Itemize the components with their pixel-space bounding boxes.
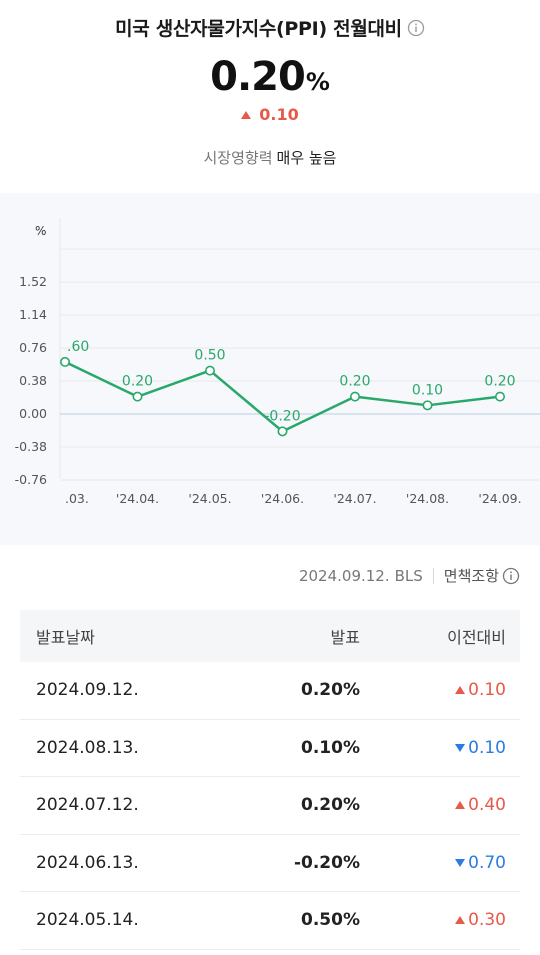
current-value-number: 0.20 xyxy=(210,54,306,100)
chart-grid xyxy=(59,218,540,481)
data-point xyxy=(349,391,360,402)
page-title: 미국 생산자물가지수(PPI) 전월대비 xyxy=(115,18,402,40)
impact-label: 시장영향력 xyxy=(203,149,273,167)
header-date: 발표날짜 xyxy=(36,628,95,647)
actual-value-cell: 0.20% xyxy=(301,680,360,701)
data-label: 0.20 xyxy=(339,374,370,390)
data-point xyxy=(422,400,433,411)
data-point xyxy=(132,391,143,402)
current-value-unit: % xyxy=(305,68,330,96)
table-row: 2024.05.14. 0.50% 0.30 xyxy=(20,892,520,950)
release-history-table: 발표날짜 발표 이전대비 2024.09.12. 0.20% 0.10 2024.08… xyxy=(20,610,520,950)
x-tick-label: '24.07. xyxy=(333,491,376,506)
table-row: 2024.09.12. 0.20% 0.10 xyxy=(20,662,520,720)
change-row: 0.10 xyxy=(0,105,540,124)
y-tick-label: 0.76 xyxy=(19,340,47,355)
series-points xyxy=(59,356,505,437)
change-value: 0.10 xyxy=(259,105,299,124)
data-labels: .60 0.20 0.50 -0.20 0.20 0.10 0.20 xyxy=(67,339,516,424)
x-tick-label: '24.05. xyxy=(188,491,231,506)
triangle-up-icon xyxy=(455,801,466,810)
x-tick-label: '24.06. xyxy=(261,491,304,506)
y-tick-label: -0.38 xyxy=(15,439,47,454)
x-tick-label: '24.04. xyxy=(116,491,159,506)
y-tick-label: 1.14 xyxy=(19,307,47,322)
market-impact: 시장영향력 매우 높음 xyxy=(0,147,540,168)
change-value: 0.10 xyxy=(468,680,506,701)
source-agency: BLS xyxy=(394,566,423,585)
release-date-cell: 2024.06.13. xyxy=(36,852,139,873)
triangle-up-icon xyxy=(455,916,466,925)
source-row: 2024.09.12. BLS 면책조항 xyxy=(299,565,520,586)
x-tick-label: '24.08. xyxy=(406,491,449,506)
change-value: 0.40 xyxy=(468,795,506,816)
y-tick-label: 0.38 xyxy=(19,373,47,388)
change-value: 0.10 xyxy=(468,737,506,758)
release-date-cell: 2024.09.12. xyxy=(36,680,139,701)
triangle-up-icon xyxy=(241,110,252,119)
chart-area: % 1.52 1.14 0.76 0.38 0.00 -0.38 -0.76 .03. '24… xyxy=(0,193,540,545)
info-icon[interactable] xyxy=(502,567,520,585)
actual-value-cell: -0.20% xyxy=(293,852,360,873)
data-point xyxy=(277,426,288,437)
release-date-cell: 2024.07.12. xyxy=(36,795,139,816)
data-point xyxy=(494,391,505,402)
triangle-up-icon xyxy=(455,686,466,695)
release-date: 2024.09.12. xyxy=(298,566,390,585)
header-change: 이전대비 xyxy=(447,628,506,647)
data-label: .60 xyxy=(67,339,89,355)
line-chart: % 1.52 1.14 0.76 0.38 0.00 -0.38 -0.76 .03. '24… xyxy=(15,218,540,506)
divider xyxy=(432,567,434,584)
info-icon[interactable] xyxy=(407,19,425,37)
data-label: 0.10 xyxy=(412,382,443,398)
actual-value-cell: 0.10% xyxy=(301,737,360,758)
y-tick-label: 0.00 xyxy=(19,406,47,421)
x-axis-ticks: .03. '24.04. '24.05. '24.06. '24.07. '24.08. '… xyxy=(65,491,522,506)
indicator-header: 미국 생산자물가지수(PPI) 전월대비 0.20% 0.10 시장영향력 매우 … xyxy=(0,0,540,190)
title-row: 미국 생산자물가지수(PPI) 전월대비 xyxy=(0,14,540,41)
x-tick-label: .03. xyxy=(65,491,89,506)
data-label: 0.20 xyxy=(484,374,515,390)
change-cell: 0.10 xyxy=(360,680,520,700)
triangle-down-icon xyxy=(455,858,466,867)
table-row: 2024.07.12. 0.20% 0.40 xyxy=(20,777,520,835)
actual-value-cell: 0.20% xyxy=(301,795,360,816)
table-header: 발표날짜 발표 이전대비 xyxy=(20,610,520,662)
table-row: 2024.08.13. 0.10% 0.10 xyxy=(20,720,520,777)
y-axis-unit: % xyxy=(35,224,46,238)
y-tick-label: 1.52 xyxy=(19,274,47,289)
y-tick-label: -0.76 xyxy=(15,472,47,487)
release-date-cell: 2024.08.13. xyxy=(36,737,139,758)
change-value: 0.30 xyxy=(468,910,506,931)
table-body: 2024.09.12. 0.20% 0.10 2024.08.13. 0.10% 0.10… xyxy=(20,662,520,950)
current-value: 0.20% xyxy=(0,54,540,100)
disclaimer-link[interactable]: 면책조항 xyxy=(443,567,499,585)
data-label: 0.20 xyxy=(122,374,153,390)
data-point xyxy=(59,356,70,367)
actual-value-cell: 0.50% xyxy=(301,910,360,931)
change-value: 0.70 xyxy=(468,852,506,873)
change-cell: 0.70 xyxy=(360,853,520,873)
change-cell: 0.10 xyxy=(360,738,520,758)
release-date-cell: 2024.05.14. xyxy=(36,910,139,931)
data-label: 0.50 xyxy=(194,348,225,364)
triangle-down-icon xyxy=(455,743,466,752)
change-cell: 0.40 xyxy=(360,795,520,815)
table-row: 2024.06.13. -0.20% 0.70 xyxy=(20,835,520,892)
y-axis-ticks: 1.52 1.14 0.76 0.38 0.00 -0.38 -0.76 xyxy=(15,274,47,487)
change-cell: 0.30 xyxy=(360,910,520,930)
data-point xyxy=(205,365,216,376)
impact-value: 매우 높음 xyxy=(276,149,337,167)
data-label: -0.20 xyxy=(264,408,300,424)
x-tick-label: '24.09. xyxy=(478,491,521,506)
header-actual: 발표 xyxy=(330,628,360,647)
